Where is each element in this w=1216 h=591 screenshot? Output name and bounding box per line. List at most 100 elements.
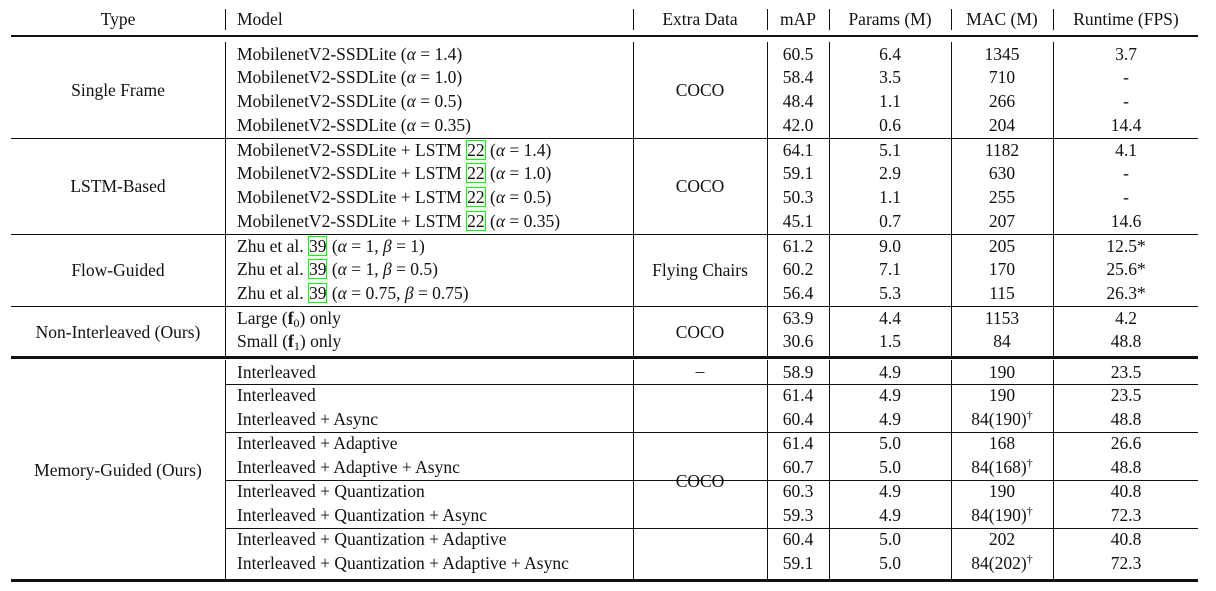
alpha-symbol: α — [495, 211, 505, 232]
model-text: = 0.5) — [415, 91, 463, 112]
model-text: Interleaved + Adaptive — [237, 433, 398, 454]
group-type-label: LSTM-Based — [70, 176, 166, 196]
params-value: 5.0 — [879, 553, 901, 574]
mac-value: 84(190)† — [952, 408, 1052, 430]
model-text: = 1.4) — [505, 139, 552, 160]
params-value: 7.1 — [879, 259, 901, 280]
fps-value: - — [1123, 187, 1129, 208]
model-text: = 0.35) — [415, 115, 471, 136]
fps-value: 72.3 — [1110, 553, 1142, 574]
model-text: ( — [485, 211, 496, 232]
column-divider — [767, 234, 768, 306]
model-text: MobilenetV2-SSDLite ( — [237, 67, 407, 88]
citation-link: 39 — [307, 283, 328, 304]
mac-value: 115 — [952, 282, 1052, 304]
mac-text: 190 — [988, 385, 1016, 406]
map-value: 60.5 — [782, 43, 814, 64]
fps-value: 26.3* — [1106, 283, 1146, 304]
mac-value: 207 — [952, 210, 1052, 232]
model-text: MobilenetV2-SSDLite ( — [237, 91, 407, 112]
dagger-mark: † — [1026, 408, 1033, 423]
column-divider — [767, 42, 768, 138]
map-value: 59.1 — [782, 163, 814, 184]
mac-text: 1345 — [984, 43, 1020, 64]
model-text: ) only — [299, 307, 341, 328]
model-text: MobilenetV2-SSDLite + LSTM — [237, 187, 467, 208]
fps-value: 3.7 — [1115, 43, 1137, 64]
params-value: 1.1 — [879, 91, 901, 112]
model-name: MobilenetV2-SSDLite (α = 0.5) — [237, 90, 632, 112]
f-symbol: f — [287, 307, 294, 328]
header-rule — [11, 35, 1198, 37]
beta-symbol: β — [382, 259, 392, 280]
mac-text: 190 — [988, 481, 1016, 502]
model-text: ( — [485, 139, 496, 160]
subgroup-rule — [226, 384, 1198, 385]
column-divider — [829, 42, 830, 138]
mac-text: 190 — [988, 361, 1016, 382]
fps-value: 40.8 — [1110, 481, 1142, 502]
model-name: Interleaved + Adaptive + Async — [237, 456, 632, 478]
map-value: 60.4 — [782, 409, 814, 430]
alpha-symbol: α — [406, 67, 416, 88]
map-value: 30.6 — [782, 331, 814, 352]
alpha-symbol: α — [495, 187, 505, 208]
group-type-label: Non-Interleaved (Ours) — [35, 321, 201, 342]
dagger-mark: † — [1026, 552, 1033, 567]
mac-value: 84(202)† — [952, 552, 1052, 574]
model-text: ( — [485, 163, 496, 184]
model-name: MobilenetV2-SSDLite + LSTM 22 (α = 1.0) — [237, 162, 632, 184]
alpha-symbol: α — [495, 139, 505, 160]
model-name: Interleaved + Quantization + Async — [237, 504, 632, 526]
map-value: 48.4 — [782, 91, 814, 112]
citation-link: 39 — [307, 259, 328, 280]
citation-link: 22 — [466, 139, 486, 160]
column-divider — [829, 234, 830, 306]
citation-link: 39 — [307, 235, 328, 256]
column-divider — [1053, 42, 1054, 138]
column-divider — [225, 360, 226, 579]
citation-link: 22 — [466, 163, 486, 184]
header-map: mAP — [780, 9, 816, 29]
extra-data-label: Flying Chairs — [652, 260, 748, 280]
header-type: Type — [100, 9, 136, 29]
map-value: 61.4 — [782, 385, 814, 406]
params-value: 2.9 — [879, 163, 901, 184]
extra-data-label: COCO — [675, 471, 725, 492]
params-value: 5.1 — [879, 139, 901, 160]
map-value: 61.4 — [782, 433, 814, 454]
column-divider — [767, 138, 768, 234]
alpha-symbol: α — [495, 163, 505, 184]
model-text: MobilenetV2-SSDLite + LSTM — [237, 163, 467, 184]
section-rule — [11, 356, 1198, 359]
mac-value: 190 — [952, 480, 1052, 502]
subgroup-rule — [226, 528, 1198, 529]
model-text: ( — [327, 283, 338, 304]
params-value: 0.7 — [879, 211, 901, 232]
params-value: 4.4 — [879, 307, 901, 328]
model-text: Interleaved + Adaptive + Async — [237, 457, 460, 478]
model-text: Large ( — [237, 307, 288, 328]
map-value: 60.7 — [782, 457, 814, 478]
column-divider — [951, 360, 952, 579]
mac-text: 84(202) — [971, 553, 1027, 574]
model-name: Interleaved — [237, 384, 632, 406]
mac-value: 190 — [952, 361, 1052, 383]
params-value: 5.3 — [879, 283, 901, 304]
params-value: 4.9 — [879, 481, 901, 502]
model-name: Interleaved + Quantization + Adaptive — [237, 528, 632, 550]
map-value: 59.1 — [782, 553, 814, 574]
map-value: 50.3 — [782, 187, 814, 208]
mac-value: 168 — [952, 432, 1052, 454]
fps-value: 48.8 — [1110, 409, 1142, 430]
mac-text: 204 — [988, 115, 1016, 136]
params-value: 5.0 — [879, 529, 901, 550]
mac-value: 202 — [952, 528, 1052, 550]
model-name: Interleaved + Async — [237, 408, 632, 430]
alpha-symbol: α — [337, 259, 347, 280]
mac-text: 205 — [988, 235, 1016, 256]
model-text: Interleaved — [237, 385, 316, 406]
column-divider — [1053, 138, 1054, 234]
mac-text: 1153 — [984, 307, 1020, 328]
header-divider — [829, 9, 830, 30]
